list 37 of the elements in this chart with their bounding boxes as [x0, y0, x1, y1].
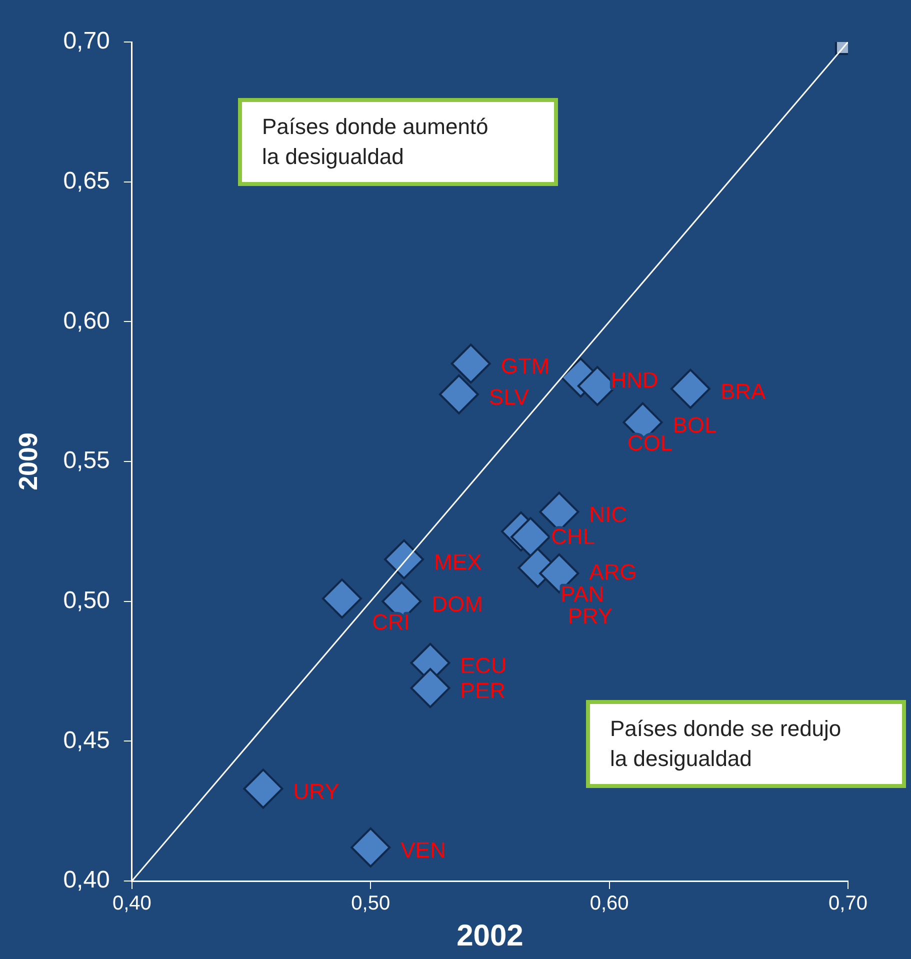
annotation: GTM: [500, 354, 550, 379]
point: [243, 768, 284, 809]
text-box: Países donde se redujo la desigualdad: [586, 700, 906, 788]
x-tick-label: 0,70: [828, 892, 868, 915]
annotation: ECU: [460, 652, 507, 678]
point: [510, 517, 551, 558]
point: [670, 368, 710, 409]
y-tick-label: 0,65: [63, 167, 110, 194]
point: [322, 578, 362, 619]
x-tick-label: 0,40: [112, 892, 152, 915]
text-box: Países donde aumentó la desigualdad: [238, 98, 558, 186]
annotation: SLV: [488, 384, 530, 410]
annotation: CRI: [372, 609, 410, 634]
x-axis-title: 2002: [456, 919, 524, 952]
annotation: VEN: [400, 838, 446, 863]
annotation: COL: [627, 430, 673, 456]
y-tick-label: 0,50: [63, 586, 110, 614]
point: [438, 374, 479, 414]
annotation: URY: [293, 778, 340, 804]
y-tick-label: 0,60: [63, 307, 110, 334]
y-axis-title: 2009: [12, 432, 43, 490]
annotation: MEX: [434, 549, 482, 574]
y-tick-label: 0,55: [63, 447, 110, 474]
y-tick-label: 0,40: [63, 866, 110, 894]
point: [384, 539, 424, 580]
x-tick-label: 0,50: [351, 892, 390, 915]
point: [450, 344, 491, 384]
annotation: DOM: [432, 591, 483, 616]
annotation: PER: [460, 678, 506, 704]
y-tick-label: 0,45: [63, 726, 110, 754]
y-tick-label: 0,70: [63, 28, 110, 55]
annotation: BRA: [720, 378, 766, 404]
annotation: HND: [610, 368, 658, 393]
annotation: BOL: [672, 412, 717, 438]
x-tick-label: 0,60: [590, 892, 629, 915]
point: [350, 827, 391, 868]
point: [410, 668, 450, 708]
